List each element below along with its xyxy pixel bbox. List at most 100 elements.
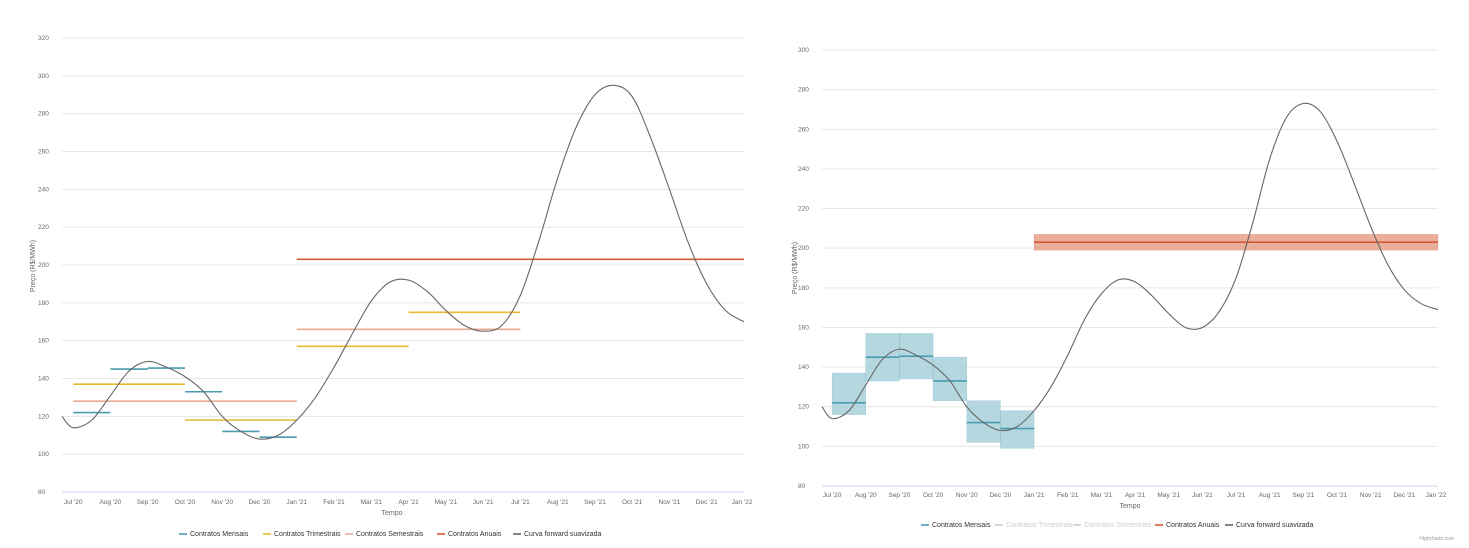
legend-item[interactable]: Contratos Anuais	[437, 531, 502, 538]
y-tick-label: 300	[798, 47, 809, 54]
legend-item[interactable]: Contratos Semestrais	[1073, 522, 1152, 529]
y-tick-label: 280	[798, 87, 809, 94]
x-tick-label: Aug '20	[100, 499, 122, 506]
x-tick-label: Mar '21	[361, 499, 383, 506]
legend-label: Contratos Mensais	[190, 531, 249, 538]
x-tick-label: Sep '20	[888, 492, 910, 499]
x-axis-title: Tempo	[381, 510, 402, 517]
x-tick-label: Jul '20	[64, 499, 83, 506]
legend-label: Contratos Semestrais	[1084, 522, 1152, 529]
contract-bands	[831, 234, 1439, 449]
y-tick-label: 80	[38, 489, 46, 496]
x-tick-label: Jan '21	[286, 499, 307, 506]
y-tick-label: 320	[38, 35, 49, 42]
legend-item[interactable]: Contratos Mensais	[921, 522, 991, 529]
x-tick-label: Jul '20	[823, 492, 842, 499]
chart-right: 80 100 120 140 160 180 200 220 240 260 280 300 Jul …	[792, 47, 1454, 542]
x-tick-label: Dec '21	[696, 499, 718, 506]
y-tick-label: 260	[38, 149, 49, 156]
legend: Contratos Mensais Contratos Trimestrais Co…	[921, 522, 1314, 529]
x-tick-label: Sep '21	[584, 499, 606, 506]
x-axis-title: Tempo	[1119, 503, 1140, 510]
x-tick-label: Jun '21	[1192, 492, 1213, 499]
y-gridlines	[62, 37, 744, 493]
x-tick-label: Sep '21	[1292, 492, 1314, 499]
y-tick-labels: 80 100 120 140 160 180 200 220 240 260 280 300	[798, 47, 809, 490]
y-tick-labels: 80 100 120 140 160 180 200 220 240 260 280 300 320	[38, 35, 49, 496]
legend-label: Contratos Mensais	[932, 522, 991, 529]
x-tick-label: Apr '21	[1125, 492, 1146, 499]
legend: Contratos Mensais Contratos Trimestrais Co…	[179, 531, 602, 538]
contract-band	[966, 400, 1001, 443]
y-tick-label: 280	[38, 111, 49, 118]
legend-item[interactable]: Contratos Anuais	[1155, 522, 1220, 529]
x-tick-label: Jul '21	[1227, 492, 1246, 499]
x-tick-labels: Jul '20 Aug '20 Sep '20 Oct '20 Nov '20 Dec '…	[823, 492, 1447, 499]
y-tick-label: 220	[38, 224, 49, 231]
x-tick-label: Nov '20	[211, 499, 233, 506]
contract-band	[932, 356, 967, 402]
x-tick-label: Nov '21	[659, 499, 681, 506]
x-tick-label: May '21	[435, 499, 458, 506]
y-tick-label: 120	[38, 413, 49, 420]
x-tick-label: Mar '21	[1091, 492, 1113, 499]
legend-item[interactable]: Curva forward suavizada	[1225, 522, 1314, 529]
x-tick-label: Jul '21	[511, 499, 530, 506]
y-tick-label: 260	[798, 126, 809, 133]
x-tick-label: Aug '20	[855, 492, 877, 499]
x-tick-label: Dec '20	[989, 492, 1011, 499]
legend-label: Curva forward suavizada	[1236, 522, 1314, 529]
y-tick-label: 100	[798, 443, 809, 450]
x-tick-label: Sep '20	[137, 499, 159, 506]
x-tick-label: Jan '21	[1024, 492, 1045, 499]
legend-label: Contratos Trimestrais	[274, 531, 341, 538]
x-tick-label: Apr '21	[398, 499, 419, 506]
contract-lines	[73, 258, 744, 438]
y-tick-label: 180	[798, 285, 809, 292]
y-tick-label: 140	[798, 364, 809, 371]
x-tick-label: Dec '21	[1393, 492, 1415, 499]
legend-label: Curva forward suavizada	[524, 531, 602, 538]
legend-label: Contratos Semestrais	[356, 531, 424, 538]
x-tick-label: Jun '21	[473, 499, 494, 506]
legend-label: Contratos Anuais	[1166, 522, 1220, 529]
y-tick-label: 240	[798, 166, 809, 173]
y-tick-label: 120	[798, 404, 809, 411]
y-tick-label: 240	[38, 186, 49, 193]
legend-item[interactable]: Contratos Trimestrais	[263, 531, 341, 538]
legend-label: Contratos Trimestrais	[1006, 522, 1073, 529]
x-tick-labels: Jul '20 Aug '20 Sep '20 Oct '20 Nov '20 Dec '…	[64, 499, 753, 506]
x-tick-label: Oct '21	[622, 499, 643, 506]
x-tick-label: Oct '21	[1327, 492, 1348, 499]
x-tick-label: Aug '21	[1259, 492, 1281, 499]
x-tick-label: Dec '20	[249, 499, 271, 506]
x-tick-label: May '21	[1157, 492, 1180, 499]
y-tick-label: 220	[798, 206, 809, 213]
y-axis-title: Preço (R$/MWh)	[30, 240, 37, 292]
y-tick-label: 140	[38, 376, 49, 383]
chart-left: 80 100 120 140 160 180 200 220 240 260 280 300 320 J…	[30, 35, 753, 538]
legend-label: Contratos Anuais	[448, 531, 502, 538]
y-tick-label: 80	[798, 483, 806, 490]
x-tick-label: Oct '20	[175, 499, 196, 506]
y-axis-title: Preço (R$/MWh)	[792, 242, 799, 294]
x-tick-label: Feb '21	[1057, 492, 1079, 499]
x-tick-label: Jan '22	[732, 499, 753, 506]
y-tick-label: 200	[38, 262, 49, 269]
legend-item[interactable]: Contratos Mensais	[179, 531, 249, 538]
x-tick-label: Nov '20	[956, 492, 978, 499]
x-tick-label: Oct '20	[923, 492, 944, 499]
y-tick-label: 300	[38, 73, 49, 80]
legend-item[interactable]: Curva forward suavizada	[513, 531, 602, 538]
x-tick-label: Jan '22	[1426, 492, 1447, 499]
legend-item[interactable]: Contratos Trimestrais	[995, 522, 1073, 529]
y-tick-label: 200	[798, 245, 809, 252]
forward-curve[interactable]	[821, 102, 1439, 432]
credit-text[interactable]: Highcharts.com	[1419, 536, 1454, 542]
x-tick-label: Aug '21	[547, 499, 569, 506]
y-tick-label: 160	[38, 338, 49, 345]
y-tick-label: 160	[798, 324, 809, 331]
y-tick-label: 180	[38, 300, 49, 307]
legend-item[interactable]: Contratos Semestrais	[345, 531, 424, 538]
forward-curve[interactable]	[61, 84, 745, 440]
